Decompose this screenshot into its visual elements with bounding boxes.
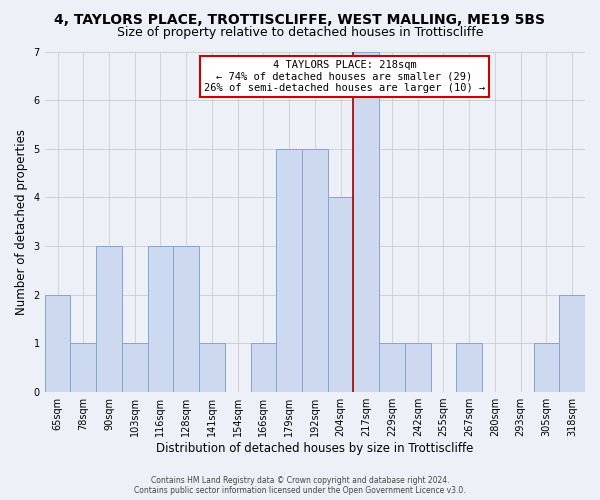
Bar bbox=[379, 344, 405, 392]
Text: Size of property relative to detached houses in Trottiscliffe: Size of property relative to detached ho… bbox=[117, 26, 483, 39]
Bar bbox=[148, 246, 173, 392]
Bar bbox=[559, 295, 585, 392]
X-axis label: Distribution of detached houses by size in Trottiscliffe: Distribution of detached houses by size … bbox=[156, 442, 473, 455]
Y-axis label: Number of detached properties: Number of detached properties bbox=[15, 129, 28, 315]
Bar bbox=[405, 344, 431, 392]
Bar bbox=[70, 344, 96, 392]
Bar bbox=[251, 344, 276, 392]
Bar bbox=[276, 149, 302, 392]
Text: 4, TAYLORS PLACE, TROTTISCLIFFE, WEST MALLING, ME19 5BS: 4, TAYLORS PLACE, TROTTISCLIFFE, WEST MA… bbox=[55, 12, 545, 26]
Bar bbox=[353, 52, 379, 392]
Text: Contains HM Land Registry data © Crown copyright and database right 2024.
Contai: Contains HM Land Registry data © Crown c… bbox=[134, 476, 466, 495]
Text: 4 TAYLORS PLACE: 218sqm
← 74% of detached houses are smaller (29)
26% of semi-de: 4 TAYLORS PLACE: 218sqm ← 74% of detache… bbox=[204, 60, 485, 93]
Bar bbox=[533, 344, 559, 392]
Bar bbox=[328, 198, 353, 392]
Bar bbox=[44, 295, 70, 392]
Bar bbox=[173, 246, 199, 392]
Bar bbox=[457, 344, 482, 392]
Bar bbox=[302, 149, 328, 392]
Bar bbox=[96, 246, 122, 392]
Bar bbox=[199, 344, 225, 392]
Bar bbox=[122, 344, 148, 392]
